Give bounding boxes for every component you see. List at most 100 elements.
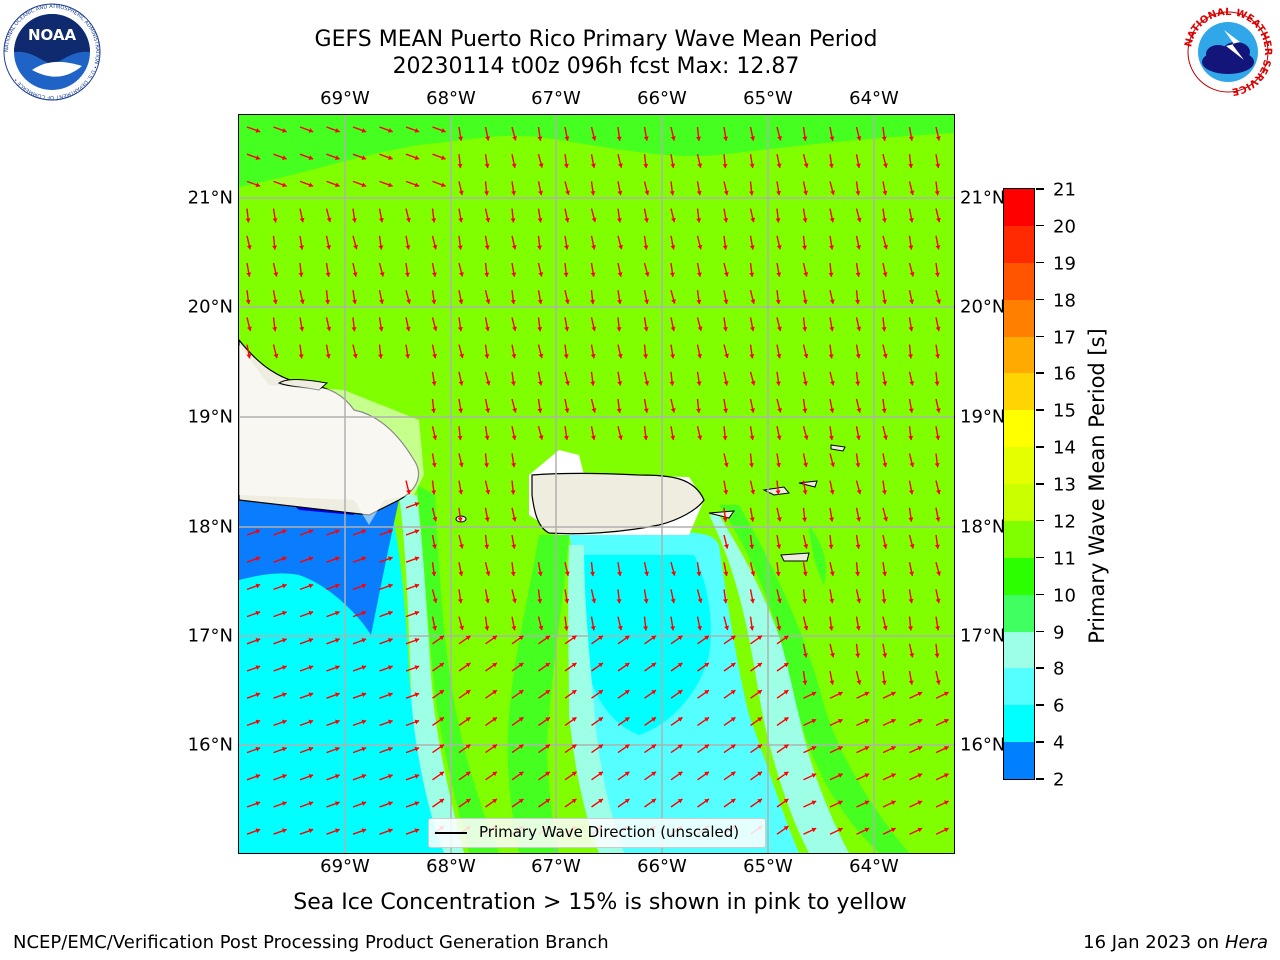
wave-direction-arrowhead [802, 327, 808, 332]
wave-direction-arrowhead [935, 245, 941, 250]
graticule [239, 115, 954, 853]
wave-direction-arrowhead [335, 182, 340, 188]
lat-label-right: 17°N [960, 625, 1006, 647]
wave-direction-arrowhead [335, 774, 340, 779]
wave-direction-arrowhead [308, 719, 314, 725]
wave-direction-arrowhead [704, 690, 709, 695]
colorbar-tick [1036, 446, 1044, 448]
wave-direction-arrowhead [511, 544, 517, 549]
wave-direction-arrowhead [935, 354, 941, 359]
wave-direction-arrowhead [811, 718, 817, 724]
wave-direction-arrowhead [564, 408, 570, 413]
wave-direction-arrowhead [670, 408, 676, 413]
wave-direction-arrowhead [255, 828, 261, 834]
wave-direction-arrowhead [538, 272, 544, 277]
wave-direction-arrowhead [617, 272, 623, 277]
wave-direction-arrowhead [855, 272, 861, 277]
wave-direction-arrowhead [299, 326, 305, 332]
wave-direction-arrowhead [484, 598, 490, 604]
wave-direction-arrowhead [624, 771, 630, 777]
wave-direction-arrowhead [697, 625, 703, 631]
wave-direction-arrowhead [704, 662, 709, 668]
chart-subtitle-forecast: 20230114 t00z 096h fcst Max: 12.87 [392, 54, 800, 79]
wave-direction-arrowhead [414, 801, 420, 806]
wave-direction-arrowhead [431, 462, 437, 468]
wave-direction-arrowhead [335, 610, 340, 616]
wave-direction-arrowhead [643, 163, 649, 169]
wave-direction-arrowhead [829, 245, 835, 250]
wave-direction-arrowhead [757, 744, 762, 749]
wave-direction-arrowhead [255, 182, 261, 188]
wave-direction-arrowhead [838, 773, 843, 778]
wave-direction-arrowhead [750, 380, 756, 386]
wave-direction-arrowhead [883, 244, 889, 250]
wave-period-map[interactable] [239, 115, 954, 853]
wave-direction-arrowhead [518, 717, 524, 722]
wave-direction-arrowhead [856, 408, 862, 413]
wave-direction-arrowhead [802, 653, 808, 658]
wave-direction-arrowhead [944, 773, 949, 778]
wave-direction-arrowhead [934, 272, 940, 277]
wave-direction-arrowhead [917, 691, 923, 697]
wave-direction-arrowhead [864, 746, 870, 751]
wave-direction-arrowhead [246, 326, 252, 331]
wave-direction-arrowhead [881, 490, 887, 495]
wave-direction-arrowhead [908, 245, 914, 250]
wave-direction-arrowhead [590, 299, 596, 305]
wave-direction-arrowhead [492, 771, 497, 777]
wave-direction-arrowhead [571, 771, 577, 777]
wave-direction-arrowhead [935, 517, 941, 522]
wave-direction-arrowhead [538, 625, 544, 631]
wave-direction-arrowhead [511, 190, 517, 196]
colorbar-segment [1004, 262, 1034, 301]
wave-direction-arrowhead [282, 556, 287, 562]
wave-direction-arrowhead [704, 635, 709, 641]
wave-direction-arrowhead [944, 800, 949, 806]
wave-direction-arrowhead [564, 299, 570, 304]
wave-direction-arrowhead [414, 828, 420, 834]
wave-direction-arrowhead [617, 571, 623, 577]
wave-direction-arrowhead [776, 353, 782, 359]
wave-direction-arrowhead [590, 163, 596, 168]
wave-direction-arrowhead [255, 719, 261, 725]
wave-direction-arrowhead [414, 746, 420, 752]
wave-direction-arrowhead [855, 626, 861, 631]
wave-direction-arrowhead [537, 381, 543, 386]
wave-direction-arrowhead [459, 353, 465, 359]
wave-direction-arrowhead [856, 136, 862, 141]
wave-direction-arrowhead [775, 571, 781, 577]
wave-direction-arrowhead [571, 744, 577, 749]
wave-direction-arrowhead [458, 299, 464, 304]
colorbar-segment [1004, 410, 1034, 448]
wave-direction-arrowhead [829, 517, 835, 522]
wave-direction-arrowhead [511, 326, 517, 331]
lon-label-top: 64°W [849, 88, 899, 109]
wave-direction-arrowhead [803, 353, 809, 359]
lon-label-bottom: 65°W [743, 856, 793, 877]
wave-direction-arrowhead [538, 353, 544, 359]
wave-direction-arrowhead [335, 529, 340, 534]
wave-direction-arrowhead [677, 635, 683, 641]
wave-direction-arrowhead [458, 381, 464, 386]
wave-direction-arrowhead [492, 662, 497, 668]
wave-direction-arrowhead [510, 571, 516, 577]
wave-direction-arrowhead [617, 381, 623, 386]
wave-direction-arrowhead [538, 190, 544, 196]
wave-direction-arrowhead [776, 272, 782, 277]
colorbar-tick-label: 2 [1053, 769, 1065, 791]
wave-direction-arrowhead [431, 408, 437, 413]
wave-direction-arrowhead [563, 354, 569, 359]
wave-direction-arrowhead [644, 190, 650, 195]
wave-direction-arrowhead [935, 163, 941, 168]
wave-direction-arrowhead [723, 190, 729, 196]
wave-direction-arrowhead [272, 218, 278, 223]
wave-direction-arrowhead [598, 690, 603, 695]
wave-direction-arrowhead [414, 182, 420, 188]
wave-direction-arrowhead [351, 327, 357, 332]
wave-direction-arrowhead [458, 571, 464, 576]
wave-direction-arrowhead [802, 299, 808, 304]
wave-direction-arrowhead [484, 463, 490, 468]
wave-direction-arrowhead [934, 381, 940, 386]
wave-direction-arrowhead [882, 299, 888, 305]
colorbar-segment [1004, 336, 1034, 374]
